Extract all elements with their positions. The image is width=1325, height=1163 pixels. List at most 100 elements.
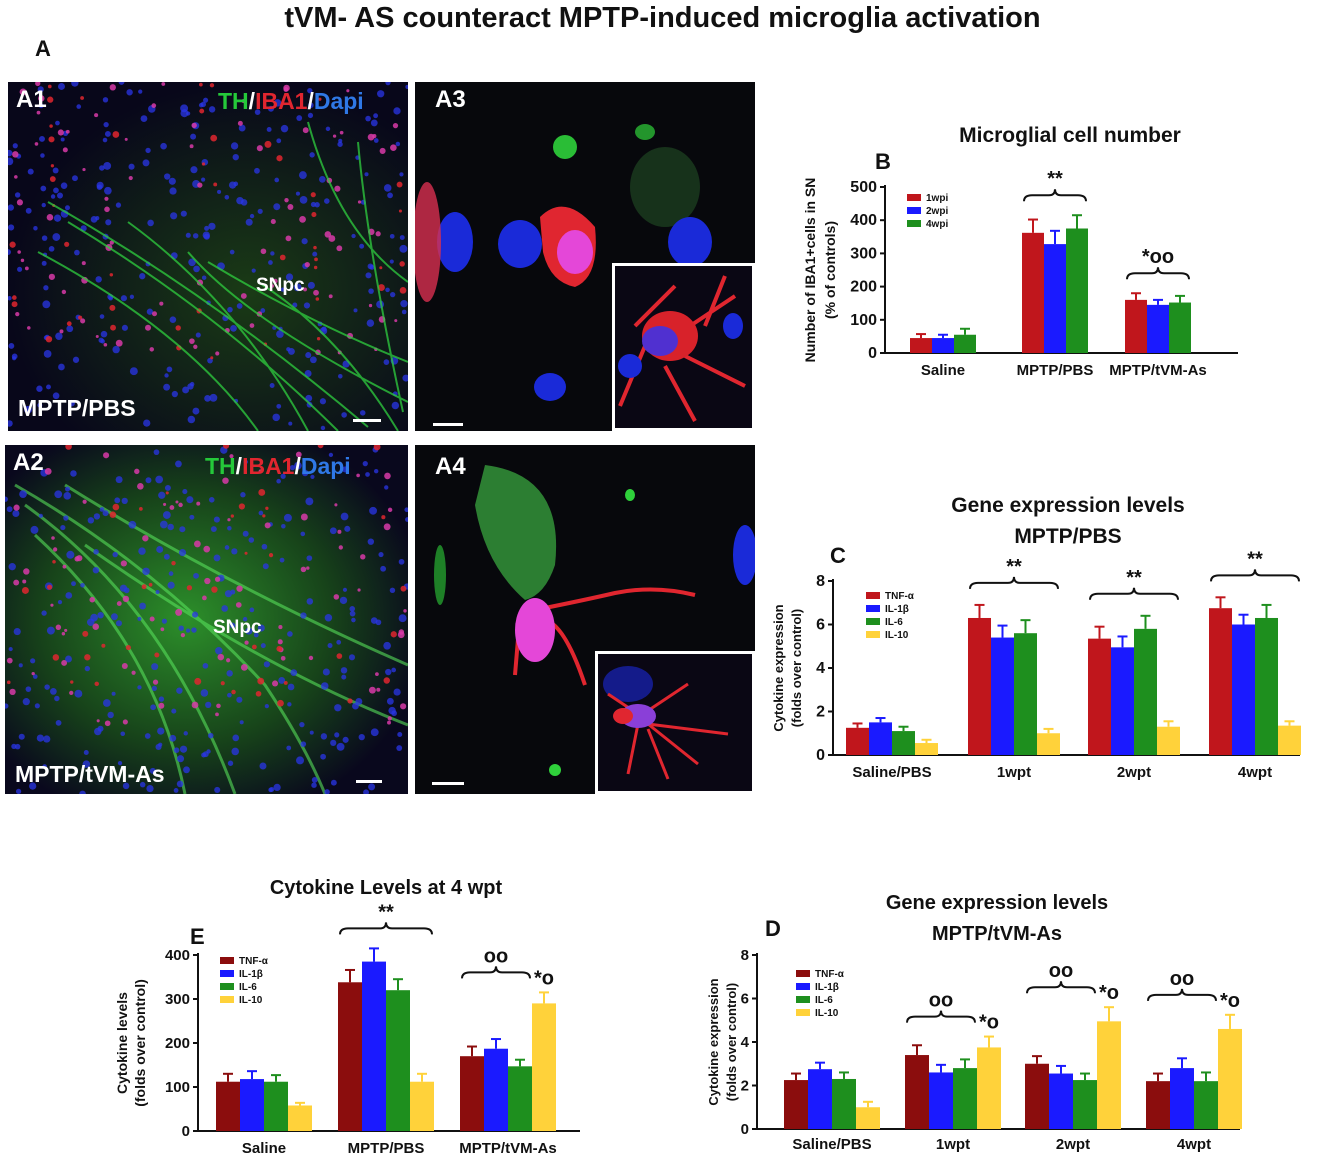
stain-legend-a1: TH/IBA1/Dapi	[218, 88, 364, 114]
legend-label: IL-1β	[815, 982, 839, 993]
legend-swatch	[866, 618, 880, 625]
micrograph-a3: A3	[415, 82, 755, 431]
bar	[484, 1048, 508, 1131]
bar	[1209, 608, 1232, 755]
legend-swatch	[866, 605, 880, 612]
condition-label-a2: MPTP/tVM-As	[15, 761, 165, 787]
bar	[953, 1068, 977, 1129]
scale-bar	[356, 780, 382, 783]
region-label-snpc: SNpc	[256, 275, 305, 296]
bar	[1278, 725, 1301, 755]
micrograph-a1-label: A1	[16, 86, 47, 113]
stain-iba1: IBA1	[242, 453, 295, 479]
legend-label: IL-1β	[885, 604, 909, 615]
bar	[905, 1055, 929, 1129]
condition-label-a1: MPTP/PBS	[18, 395, 136, 421]
significance-brace	[1026, 981, 1096, 994]
bar	[460, 1056, 484, 1131]
bar	[832, 1078, 856, 1129]
significance-brace	[1023, 189, 1087, 202]
bar	[216, 1081, 240, 1131]
y-tick-label: 100	[165, 1079, 190, 1096]
bar	[1014, 633, 1037, 755]
bar	[1125, 299, 1147, 353]
bar	[1157, 726, 1180, 755]
bar	[929, 1072, 953, 1129]
legend-label: IL-10	[239, 995, 263, 1006]
panel-letter-a: A	[35, 36, 51, 61]
y-tick-label: 300	[165, 991, 190, 1008]
stain-dapi: Dapi	[313, 88, 364, 114]
bar	[1044, 244, 1066, 353]
legend-swatch	[220, 970, 234, 977]
y-axis-label: Cytokine expression	[771, 604, 786, 731]
bar	[869, 722, 892, 755]
category-label: Saline/PBS	[792, 1136, 871, 1153]
bar	[1066, 228, 1088, 353]
y-tick-label: 2	[816, 704, 825, 721]
category-label: 2wpt	[1056, 1136, 1090, 1153]
bar	[386, 990, 410, 1131]
stain-dapi: Dapi	[300, 453, 351, 479]
legend-label: IL-6	[885, 617, 903, 628]
y-axis-label: Cytokine expression	[706, 978, 721, 1105]
bar	[1022, 232, 1044, 353]
significance-mark: **	[1006, 556, 1022, 578]
chart-c: Gene expression levels MPTP/PBS C Cytokine …	[765, 488, 1320, 793]
y-tick-label: 200	[165, 1035, 190, 1052]
significance-mark: oo	[929, 990, 953, 1012]
legend-label: 1wpi	[926, 193, 948, 204]
scale-bar	[353, 419, 381, 422]
y-tick-label: 4	[816, 660, 825, 677]
y-tick-label: 400	[165, 947, 190, 964]
y-tick-label: 0	[741, 1121, 749, 1138]
bar	[784, 1080, 808, 1129]
legend-label: TNF-α	[815, 969, 845, 980]
y-tick-label: 8	[741, 947, 749, 964]
y-tick-label: 300	[850, 245, 877, 262]
significance-mark: *oo	[1142, 246, 1174, 268]
category-label: MPTP/tVM-As	[1109, 362, 1207, 379]
significance-mark: **	[378, 901, 394, 923]
significance-mark: **	[1126, 567, 1142, 589]
significance-brace	[1210, 569, 1300, 582]
legend-label: IL-6	[815, 995, 833, 1006]
legend-label: TNF-α	[885, 591, 915, 602]
stain-th: TH	[218, 88, 249, 114]
bar	[991, 637, 1014, 755]
bar	[910, 338, 932, 353]
bar	[264, 1081, 288, 1131]
bar	[1025, 1063, 1049, 1129]
iba1-cells	[6, 445, 407, 727]
legend-swatch	[220, 996, 234, 1003]
y-axis-label: Number of IBA1+cells in SN	[802, 178, 818, 363]
micrograph-a4: A4	[415, 445, 755, 794]
stain-legend-a2: TH/IBA1/Dapi	[205, 453, 351, 479]
bar	[808, 1069, 832, 1129]
significance-brace	[461, 966, 531, 979]
micrograph-a3-inset	[612, 263, 755, 431]
legend-label: 4wpi	[926, 219, 948, 230]
bar	[240, 1079, 264, 1131]
y-tick-label: 400	[850, 212, 877, 229]
significance-mark: *o	[1099, 982, 1119, 1004]
category-label: Saline	[242, 1140, 286, 1157]
category-label: 1wpt	[936, 1136, 970, 1153]
bar	[508, 1066, 532, 1131]
stain-iba1: IBA1	[255, 88, 308, 114]
micrograph-a4-inset	[595, 651, 755, 794]
bar	[1146, 1081, 1170, 1129]
bar	[892, 731, 915, 755]
legend-swatch	[866, 592, 880, 599]
significance-mark: *o	[1220, 990, 1240, 1012]
legend-label: IL-6	[239, 982, 257, 993]
panel-letter: C	[830, 543, 846, 568]
category-label: Saline/PBS	[852, 764, 931, 781]
chart-title: Cytokine Levels at 4 wpt	[270, 877, 503, 899]
dapi-nuclei	[5, 446, 408, 794]
significance-brace	[969, 576, 1059, 590]
legend-label: IL-10	[885, 630, 909, 641]
bar	[1255, 617, 1278, 755]
significance-mark: oo	[1049, 960, 1073, 982]
bar	[977, 1047, 1001, 1129]
